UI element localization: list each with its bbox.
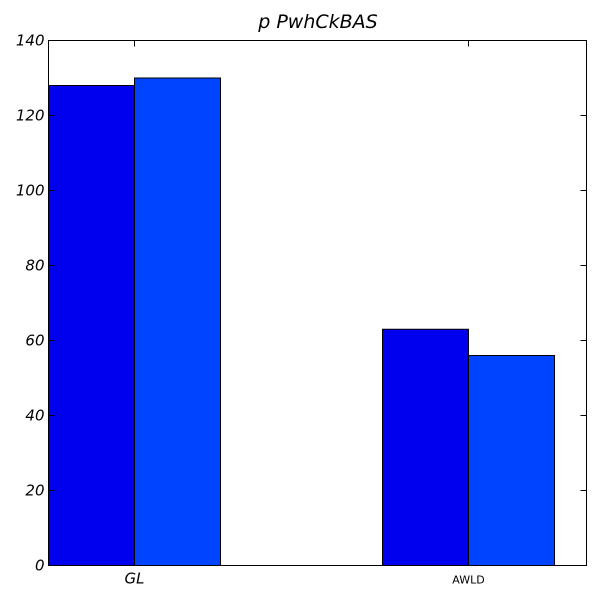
bars-group (48, 77, 555, 566)
y-tick-label: 120 (16, 107, 45, 125)
x-tick-label-gl: GL (125, 570, 145, 588)
x-axis: GL AWLD (125, 40, 485, 588)
y-tick-label: 140 (16, 32, 45, 50)
y-tick-label: 80 (25, 257, 44, 275)
chart-title: p PwhCkBAS (257, 11, 378, 33)
x-tick-label-awld: AWLD (452, 574, 484, 587)
bar-gl-series-1 (48, 85, 135, 566)
y-tick-label: 40 (25, 407, 44, 425)
bar-awld-series-2 (468, 355, 555, 566)
y-tick-label: 60 (25, 332, 44, 350)
bar-gl-series-2 (134, 77, 221, 566)
y-tick-label: 20 (25, 482, 44, 500)
y-tick-label: 0 (35, 557, 45, 575)
plot-frame (48, 40, 587, 566)
y-axis: 0 20 40 60 80 100 120 140 (16, 32, 587, 575)
y-tick-label: 100 (16, 182, 45, 200)
bar-awld-series-1 (382, 328, 469, 566)
